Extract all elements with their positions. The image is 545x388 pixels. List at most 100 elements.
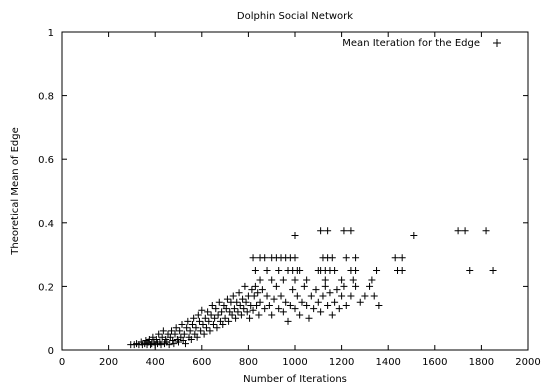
data-point — [277, 292, 285, 300]
data-point — [338, 276, 346, 284]
data-point — [289, 286, 297, 294]
data-point — [356, 298, 364, 306]
data-point — [229, 292, 237, 300]
data-point — [251, 267, 259, 274]
data-point — [331, 298, 339, 306]
data-point — [298, 298, 306, 306]
data-point — [275, 267, 283, 274]
data-point — [398, 267, 406, 274]
data-point — [175, 338, 182, 346]
data-point — [410, 232, 418, 240]
data-point — [249, 306, 257, 314]
data-point — [222, 305, 230, 313]
legend-marker — [493, 39, 501, 47]
data-point — [258, 286, 266, 294]
data-point — [265, 301, 273, 309]
data-point — [249, 254, 257, 262]
y-tick-label: 0.2 — [38, 282, 54, 293]
data-point — [204, 308, 212, 316]
data-point — [291, 232, 299, 240]
data-point — [352, 282, 360, 290]
data-point — [317, 308, 325, 316]
data-point — [195, 317, 203, 325]
data-point — [375, 301, 383, 309]
data-point — [342, 254, 350, 262]
data-point — [466, 267, 474, 274]
data-point — [296, 267, 304, 274]
data-point — [279, 276, 287, 284]
data-point — [223, 295, 231, 303]
y-tick-label: 0.6 — [38, 155, 54, 166]
x-tick-label: 1800 — [469, 357, 494, 368]
data-point — [199, 321, 207, 329]
data-point — [291, 254, 299, 262]
data-point — [319, 292, 327, 300]
x-tick-label: 0 — [59, 357, 65, 368]
data-point — [206, 327, 214, 335]
data-point — [184, 317, 192, 325]
data-point — [326, 289, 334, 297]
data-point — [215, 298, 223, 306]
data-point — [181, 340, 189, 348]
data-point — [241, 282, 249, 290]
data-point — [461, 227, 469, 235]
data-point — [248, 286, 256, 294]
data-point — [340, 282, 348, 290]
data-point — [270, 295, 278, 303]
data-point — [291, 305, 299, 313]
data-point — [335, 305, 343, 313]
data-point — [242, 298, 250, 306]
data-point — [454, 227, 462, 235]
data-point — [165, 341, 173, 349]
data-point — [211, 314, 219, 322]
data-point — [176, 327, 184, 335]
data-point — [169, 336, 177, 344]
data-point — [237, 311, 245, 319]
data-point — [188, 321, 196, 329]
data-point — [239, 295, 247, 303]
data-point — [233, 298, 241, 306]
data-point — [312, 286, 320, 294]
data-point — [205, 317, 213, 325]
data-point — [272, 282, 280, 290]
x-tick-label: 1400 — [375, 357, 400, 368]
data-point — [243, 308, 251, 316]
data-point — [279, 308, 287, 316]
y-tick-label: 0.8 — [38, 92, 54, 103]
data-point — [321, 276, 329, 284]
data-point — [230, 305, 238, 313]
y-tick-label: 1 — [48, 28, 54, 39]
data-point — [218, 308, 226, 316]
data-point — [263, 292, 271, 300]
x-axis-label: Number of Iterations — [243, 374, 347, 385]
data-point — [207, 311, 215, 319]
data-point — [232, 314, 240, 322]
x-tick-label: 600 — [192, 357, 211, 368]
data-point — [213, 324, 221, 332]
data-point — [328, 311, 336, 319]
data-point — [328, 254, 336, 262]
data-point — [296, 311, 304, 319]
data-point — [253, 301, 261, 309]
data-point — [263, 267, 271, 274]
data-point — [361, 292, 369, 300]
data-point — [303, 276, 311, 284]
data-point — [197, 327, 205, 335]
data-point — [291, 276, 299, 284]
data-point — [347, 292, 355, 300]
data-point — [261, 254, 269, 262]
data-point — [214, 311, 222, 319]
data-point — [282, 298, 290, 306]
data-points — [127, 227, 497, 349]
data-point — [349, 276, 357, 284]
data-point — [171, 330, 179, 338]
data-point — [373, 267, 381, 274]
data-point — [331, 267, 339, 274]
x-tick-label: 1600 — [422, 357, 447, 368]
data-point — [170, 340, 178, 348]
data-point — [172, 324, 180, 332]
x-tick-label: 1000 — [282, 357, 307, 368]
x-tick-label: 2000 — [515, 357, 540, 368]
data-point — [183, 324, 191, 332]
data-point — [212, 305, 220, 313]
